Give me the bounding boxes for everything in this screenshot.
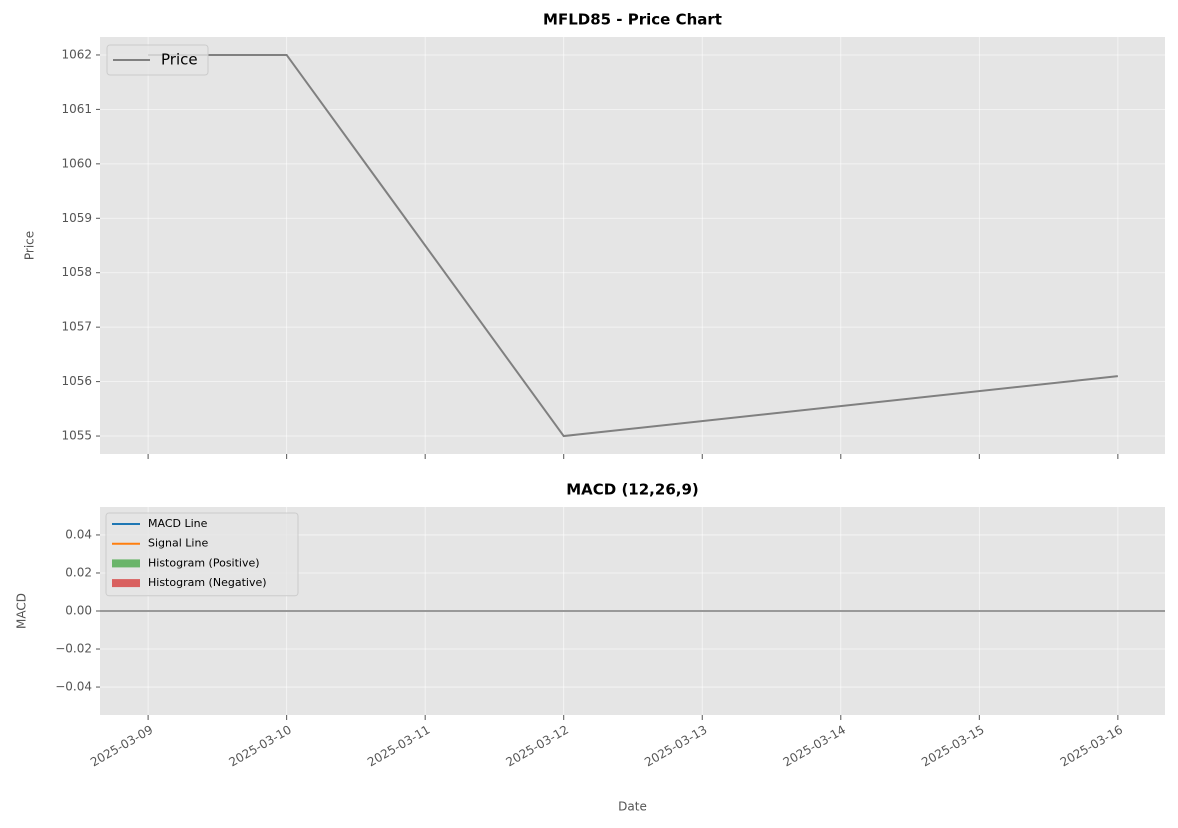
y-tick-label: 1059	[61, 211, 92, 225]
legend-label: Signal Line	[148, 537, 208, 550]
legend-box	[105, 512, 299, 597]
legend-label: MACD Line	[148, 517, 208, 530]
y-tick-label: −0.02	[55, 642, 92, 656]
y-axis-label: MACD	[15, 593, 29, 629]
y-tick-label: 0.02	[65, 565, 92, 579]
y-tick-label: 1055	[61, 429, 92, 443]
legend-swatch	[112, 559, 140, 568]
chart-title: MACD (12,26,9)	[566, 481, 699, 499]
y-tick-label: 0.04	[65, 527, 92, 541]
y-tick-label: 1056	[61, 374, 92, 388]
plot-area	[100, 37, 1165, 454]
x-axis-label: Date	[618, 800, 647, 814]
y-axis-label: Price	[23, 231, 37, 260]
y-tick-label: 0.00	[65, 604, 92, 618]
y-tick-label: 1060	[61, 156, 92, 170]
y-tick-label: 1057	[61, 320, 92, 334]
legend-label: Histogram (Negative)	[148, 576, 267, 589]
legend-box	[106, 44, 209, 76]
legend-label: Price	[161, 51, 198, 69]
legend-swatch	[112, 579, 140, 588]
y-tick-label: 1062	[61, 47, 92, 61]
legend-label: Histogram (Positive)	[148, 556, 260, 569]
y-tick-label: 1058	[61, 265, 92, 279]
y-tick-label: 1061	[61, 102, 92, 116]
chart-title: MFLD85 - Price Chart	[543, 11, 722, 29]
y-tick-label: −0.04	[55, 680, 92, 694]
series-line	[148, 53, 1118, 438]
